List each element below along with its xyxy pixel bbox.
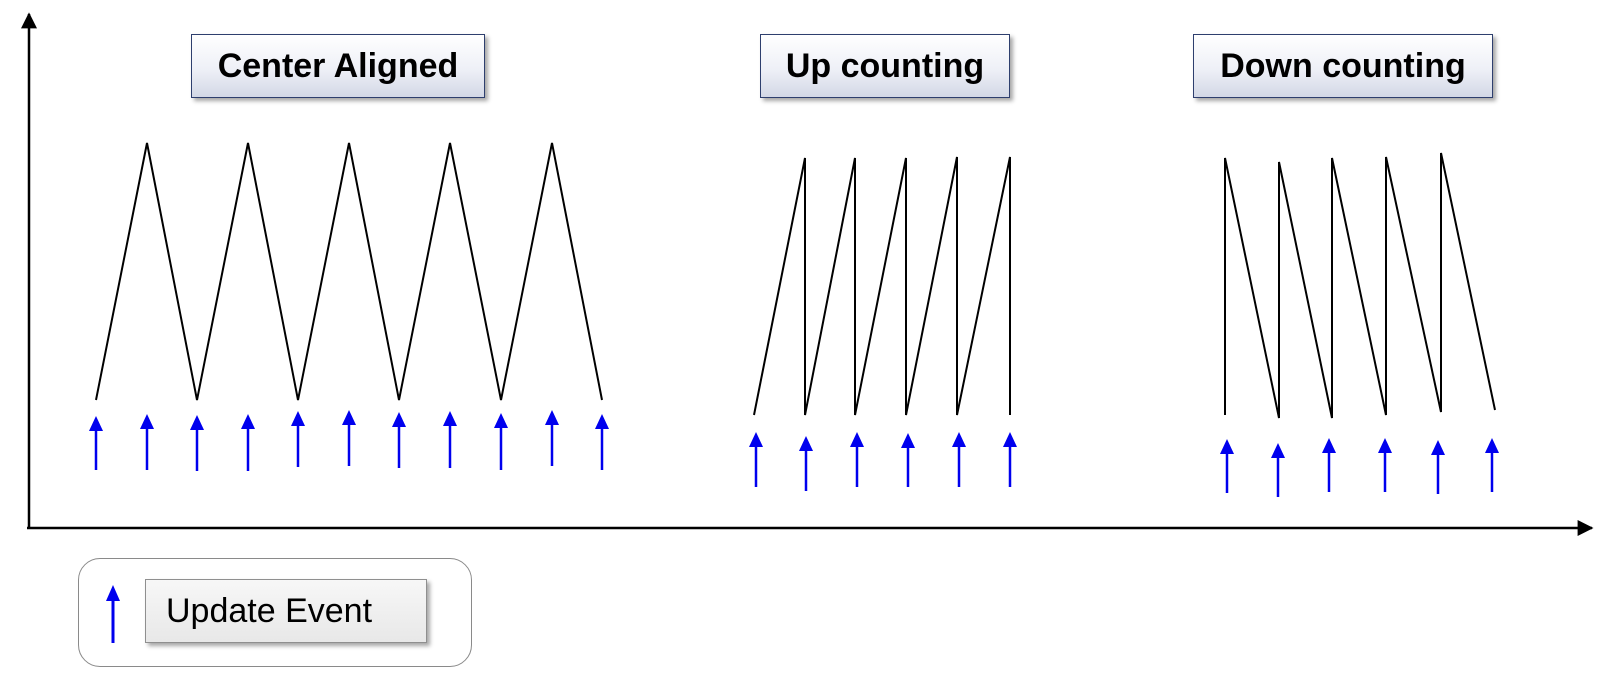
update-event-arrow xyxy=(1322,438,1336,492)
center-aligned-label: Center Aligned xyxy=(217,46,459,85)
update-event-arrow xyxy=(1431,440,1445,494)
update-event-arrow xyxy=(392,412,406,468)
update-event-arrow xyxy=(1003,432,1017,487)
update-event-arrow xyxy=(595,414,609,470)
update-event-arrow xyxy=(241,414,255,471)
update-event-arrow xyxy=(342,410,356,466)
update-event-arrow xyxy=(850,432,864,487)
update-event-arrow xyxy=(89,416,103,470)
update-event-arrow xyxy=(1220,439,1234,493)
center-aligned-mode-box: Center Aligned xyxy=(191,34,485,98)
update-event-arrow xyxy=(799,436,813,491)
update-event-label-text: Update Event xyxy=(166,591,373,630)
center-aligned-waveform xyxy=(95,142,603,401)
down-counting-mode-box: Down counting xyxy=(1193,34,1493,98)
update-event-arrow xyxy=(1485,438,1499,492)
up-counting-update-events xyxy=(749,432,1017,491)
up-counting-waveform xyxy=(753,156,1011,416)
update-event-arrow xyxy=(749,432,763,487)
update-event-arrow xyxy=(952,432,966,487)
update-event-arrow xyxy=(545,410,559,466)
center-aligned-update-events xyxy=(89,410,609,471)
update-event-arrow xyxy=(291,411,305,467)
update-event-arrow xyxy=(901,433,915,487)
up-counting-mode-box: Up counting xyxy=(760,34,1010,98)
update-event-arrow xyxy=(494,413,508,470)
up-counting-label: Up counting xyxy=(785,46,985,85)
update-event-arrow xyxy=(1271,443,1285,497)
legend: Update Event xyxy=(78,558,472,667)
update-event-arrow xyxy=(190,415,204,471)
down-counting-waveform xyxy=(1224,152,1496,419)
down-counting-update-events xyxy=(1220,438,1499,497)
update-event-arrow-icon xyxy=(106,585,120,643)
down-counting-label: Down counting xyxy=(1220,46,1466,85)
update-event-arrow xyxy=(140,414,154,470)
update-event-legend-label: Update Event xyxy=(145,579,427,643)
update-event-arrow xyxy=(1378,438,1392,492)
update-event-arrow xyxy=(443,411,457,468)
